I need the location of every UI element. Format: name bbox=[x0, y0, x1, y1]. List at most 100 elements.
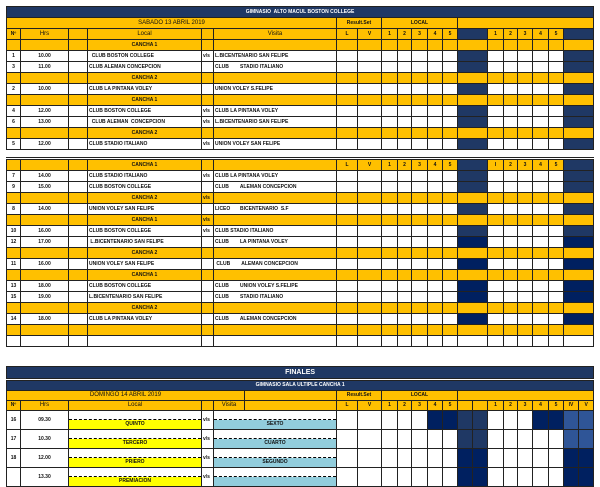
local-set-3[interactable] bbox=[411, 203, 428, 215]
local-set-2[interactable] bbox=[397, 105, 412, 117]
visita-set-2[interactable] bbox=[503, 170, 518, 182]
visita-set-3[interactable] bbox=[517, 61, 533, 73]
visita-set-4[interactable] bbox=[532, 467, 549, 487]
result-visita[interactable] bbox=[357, 170, 382, 182]
visita-set-1[interactable] bbox=[487, 280, 504, 292]
visita-set-2[interactable] bbox=[503, 203, 518, 215]
local-set-3[interactable] bbox=[411, 448, 428, 468]
local-set-3[interactable] bbox=[411, 170, 428, 182]
visita-set-3[interactable] bbox=[517, 467, 533, 487]
visita-set-3[interactable] bbox=[517, 280, 533, 292]
local-set-1[interactable] bbox=[381, 313, 398, 325]
local-set-5[interactable] bbox=[442, 280, 458, 292]
local-set-2[interactable] bbox=[397, 50, 412, 62]
local-set-4[interactable] bbox=[427, 61, 443, 73]
local-set-3[interactable] bbox=[411, 280, 428, 292]
local-set-2[interactable] bbox=[397, 448, 412, 468]
result-local[interactable] bbox=[336, 291, 358, 303]
local-set-5[interactable] bbox=[442, 291, 458, 303]
visita-set-2[interactable] bbox=[503, 181, 518, 193]
local-set-5[interactable] bbox=[442, 448, 458, 468]
visita-set-4[interactable] bbox=[532, 448, 549, 468]
local-set-4[interactable] bbox=[427, 181, 443, 193]
local-set-5[interactable] bbox=[442, 83, 458, 95]
result-local[interactable] bbox=[336, 448, 358, 468]
visita-set-1[interactable] bbox=[487, 236, 504, 248]
visita-set-4[interactable] bbox=[532, 225, 549, 237]
visita-set-1[interactable] bbox=[487, 410, 504, 430]
local-set-4[interactable] bbox=[427, 50, 443, 62]
visita-set-5[interactable] bbox=[548, 258, 564, 270]
result-visita[interactable] bbox=[357, 203, 382, 215]
result-visita[interactable] bbox=[357, 313, 382, 325]
local-set-3[interactable] bbox=[411, 467, 428, 487]
visita-set-2[interactable] bbox=[503, 291, 518, 303]
visita-set-5[interactable] bbox=[548, 116, 564, 128]
visita-set-4[interactable] bbox=[532, 83, 549, 95]
local-set-4[interactable] bbox=[427, 83, 443, 95]
visita-set-2[interactable] bbox=[503, 50, 518, 62]
visita-set-3[interactable] bbox=[517, 138, 533, 150]
local-set-3[interactable] bbox=[411, 429, 428, 449]
result-visita[interactable] bbox=[357, 181, 382, 193]
result-local[interactable] bbox=[336, 258, 358, 270]
local-set-3[interactable] bbox=[411, 116, 428, 128]
local-set-5[interactable] bbox=[442, 116, 458, 128]
local-set-5[interactable] bbox=[442, 313, 458, 325]
local-set-1[interactable] bbox=[381, 116, 398, 128]
local-set-2[interactable] bbox=[397, 280, 412, 292]
visita-set-1[interactable] bbox=[487, 225, 504, 237]
local-set-2[interactable] bbox=[397, 116, 412, 128]
visita-set-3[interactable] bbox=[517, 258, 533, 270]
local-set-4[interactable] bbox=[427, 225, 443, 237]
local-set-3[interactable] bbox=[411, 225, 428, 237]
result-visita[interactable] bbox=[357, 410, 382, 430]
result-visita[interactable] bbox=[357, 105, 382, 117]
local-set-1[interactable] bbox=[381, 448, 398, 468]
local-set-1[interactable] bbox=[381, 291, 398, 303]
visita-set-4[interactable] bbox=[532, 429, 549, 449]
result-local[interactable] bbox=[336, 410, 358, 430]
local-set-3[interactable] bbox=[411, 138, 428, 150]
visita-set-5[interactable] bbox=[548, 50, 564, 62]
visita-set-4[interactable] bbox=[532, 61, 549, 73]
visita-set-5[interactable] bbox=[548, 429, 564, 449]
result-local[interactable] bbox=[336, 280, 358, 292]
local-set-1[interactable] bbox=[381, 170, 398, 182]
local-set-1[interactable] bbox=[381, 280, 398, 292]
visita-set-5[interactable] bbox=[548, 313, 564, 325]
visita-set-1[interactable] bbox=[487, 203, 504, 215]
visita-set-3[interactable] bbox=[517, 181, 533, 193]
local-set-1[interactable] bbox=[381, 50, 398, 62]
visita-set-2[interactable] bbox=[503, 313, 518, 325]
visita-set-3[interactable] bbox=[517, 313, 533, 325]
visita-set-1[interactable] bbox=[487, 258, 504, 270]
local-set-2[interactable] bbox=[397, 291, 412, 303]
visita-set-2[interactable] bbox=[503, 225, 518, 237]
visita-set-4[interactable] bbox=[532, 105, 549, 117]
local-set-4[interactable] bbox=[427, 448, 443, 468]
visita-set-1[interactable] bbox=[487, 313, 504, 325]
visita-set-2[interactable] bbox=[503, 258, 518, 270]
visita-set-2[interactable] bbox=[503, 467, 518, 487]
local-set-1[interactable] bbox=[381, 61, 398, 73]
local-set-4[interactable] bbox=[427, 313, 443, 325]
local-set-1[interactable] bbox=[381, 258, 398, 270]
visita-set-3[interactable] bbox=[517, 225, 533, 237]
visita-set-2[interactable] bbox=[503, 280, 518, 292]
local-set-2[interactable] bbox=[397, 236, 412, 248]
result-local[interactable] bbox=[336, 313, 358, 325]
visita-set-5[interactable] bbox=[548, 138, 564, 150]
local-set-1[interactable] bbox=[381, 181, 398, 193]
local-set-4[interactable] bbox=[427, 170, 443, 182]
local-set-3[interactable] bbox=[411, 61, 428, 73]
visita-set-1[interactable] bbox=[487, 429, 504, 449]
visita-set-4[interactable] bbox=[532, 291, 549, 303]
local-set-2[interactable] bbox=[397, 203, 412, 215]
result-local[interactable] bbox=[336, 50, 358, 62]
local-set-1[interactable] bbox=[381, 203, 398, 215]
visita-set-3[interactable] bbox=[517, 203, 533, 215]
local-set-1[interactable] bbox=[381, 467, 398, 487]
result-local[interactable] bbox=[336, 61, 358, 73]
local-set-4[interactable] bbox=[427, 138, 443, 150]
